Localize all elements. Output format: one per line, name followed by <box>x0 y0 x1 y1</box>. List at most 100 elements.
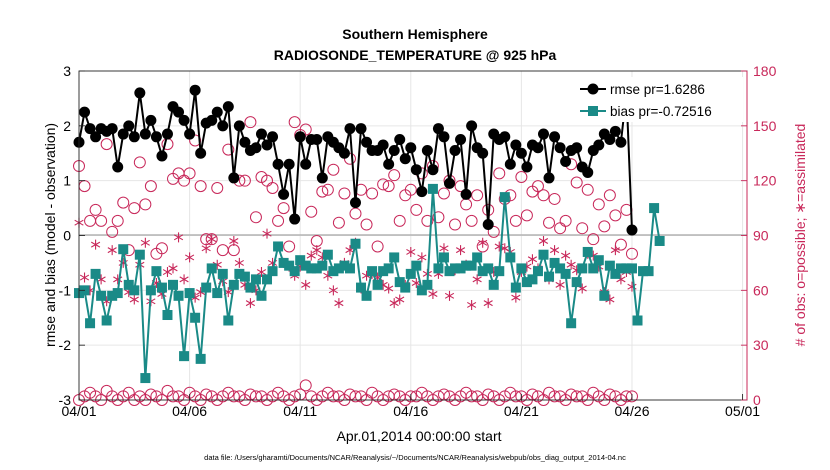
y-axis-right-label: # of obs: o=possible; ∗=assimilated <box>792 124 808 347</box>
possible-obs-marker <box>404 183 417 196</box>
bias-point <box>256 290 267 301</box>
possible-obs-marker <box>283 240 296 253</box>
bias-point <box>311 263 322 274</box>
possible-obs-marker <box>581 183 594 196</box>
rmse-point <box>615 136 627 148</box>
bias-point <box>289 266 300 277</box>
rmse-point <box>255 128 267 140</box>
y-tick-label: -3 <box>59 392 72 408</box>
possible-obs-marker <box>272 214 285 227</box>
bias-point <box>129 285 140 296</box>
bias-point <box>333 263 344 274</box>
rmse-point <box>112 161 124 173</box>
rmse-point <box>178 114 190 126</box>
assimilated-obs-marker <box>406 246 416 257</box>
rmse-point <box>399 153 411 165</box>
x-tick-label: 04/01 <box>61 403 96 419</box>
bias-point <box>599 290 610 301</box>
possible-obs-marker <box>222 143 235 156</box>
rmse-point <box>283 158 295 170</box>
bias-point <box>223 315 234 326</box>
possible-baseline-marker <box>299 379 312 392</box>
assimilated-obs-marker <box>201 243 211 254</box>
bias-point <box>427 183 438 194</box>
rmse-point <box>515 147 527 159</box>
x-tick-label: 04/21 <box>504 403 539 419</box>
possible-obs-marker <box>360 218 373 231</box>
assimilated-obs-marker <box>129 294 139 305</box>
rmse-point <box>294 131 306 143</box>
possible-obs-marker <box>471 189 484 202</box>
possible-baseline-marker <box>625 390 638 403</box>
y-right-tick-label: 150 <box>753 118 777 134</box>
y-tick-label: 0 <box>63 228 71 244</box>
bias-point <box>195 353 206 364</box>
rmse-point <box>582 166 594 178</box>
bias-point <box>96 290 107 301</box>
bias-point <box>245 282 256 293</box>
possible-obs-marker <box>155 242 168 255</box>
rmse-point <box>344 123 356 135</box>
rmse-point <box>184 128 196 140</box>
legend-bias-marker <box>588 106 598 116</box>
possible-obs-marker <box>106 225 119 238</box>
rmse-point <box>377 139 389 151</box>
assimilated-obs-marker <box>173 232 184 243</box>
bias-point <box>455 263 466 274</box>
assimilated-obs-marker <box>90 239 101 250</box>
data-file-footnote: data file: /Users/gharamti/Documents/NCA… <box>204 453 626 462</box>
rmse-point <box>460 188 472 200</box>
bias-point <box>367 266 378 277</box>
bias-point <box>632 315 643 326</box>
possible-baseline-marker <box>349 390 362 403</box>
possible-obs-marker <box>299 123 312 136</box>
bias-point <box>168 279 179 290</box>
bias-point <box>190 312 201 323</box>
bias-point <box>494 266 505 277</box>
left-axis: -3 -2 -1 0 1 2 3 <box>59 63 85 408</box>
possible-obs-marker <box>194 180 207 193</box>
rmse-point <box>383 158 395 170</box>
rmse-point <box>477 147 489 159</box>
possible-obs-marker <box>100 138 113 151</box>
possible-obs-marker <box>205 233 218 246</box>
x-tick-label: 04/26 <box>614 403 649 419</box>
bias-point <box>284 260 295 271</box>
possible-obs-marker <box>437 187 450 200</box>
assimilated-obs-marker <box>168 263 178 274</box>
bias-point <box>212 288 223 299</box>
assimilated-obs-marker <box>312 245 322 256</box>
possible-obs-marker <box>95 214 108 227</box>
rmse-point <box>145 114 157 126</box>
bias-point <box>450 263 461 274</box>
possible-obs-marker <box>366 187 379 200</box>
rmse-point <box>189 84 201 96</box>
bias-point <box>527 274 538 285</box>
rmse-point <box>233 120 245 132</box>
possible-obs-marker <box>515 171 528 184</box>
possible-obs-marker <box>449 218 462 231</box>
bias-series <box>74 183 665 384</box>
rmse-point <box>316 172 328 184</box>
rmse-point <box>161 128 173 140</box>
chart-title: Southern Hemisphere <box>342 26 488 42</box>
possible-obs-marker <box>559 214 572 227</box>
assimilated-obs-marker <box>428 288 438 299</box>
assimilated-obs-marker <box>527 254 538 265</box>
rmse-point <box>449 145 461 157</box>
rmse-point <box>222 101 234 113</box>
rmse-point <box>106 123 118 135</box>
bias-point <box>466 260 477 271</box>
bias-point <box>361 290 372 301</box>
rmse-point <box>532 142 544 154</box>
bias-point <box>322 249 333 260</box>
rmse-point <box>150 131 162 143</box>
possible-baseline-marker <box>327 390 340 403</box>
rmse-point <box>499 131 511 143</box>
bias-point <box>654 235 665 246</box>
bias-point <box>610 268 621 279</box>
possible-obs-marker <box>509 214 522 227</box>
x-tick-label: 04/11 <box>283 403 317 419</box>
rmse-point <box>311 134 323 146</box>
rmse-point <box>554 142 566 154</box>
